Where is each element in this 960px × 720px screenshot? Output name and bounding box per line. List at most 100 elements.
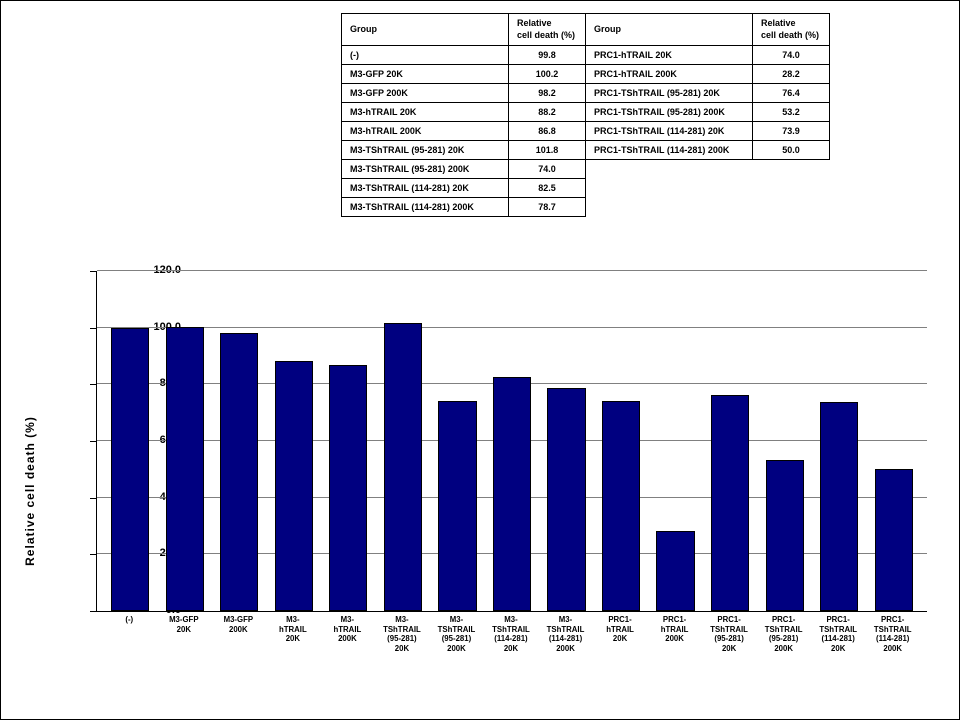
table-cell: PRC1-TShTRAIL (95-281) 200K (586, 103, 753, 122)
table-header-row: Group Relative cell death (%) Group Rela… (342, 14, 830, 46)
x-tick-label: M3-hTRAIL20K (266, 615, 321, 654)
table-cell: 98.2 (509, 84, 586, 103)
table-cell: M3-TShTRAIL (114-281) 20K (342, 179, 509, 198)
bar (493, 377, 531, 611)
table-cell (753, 160, 830, 179)
bar (547, 388, 585, 611)
bar-slot (376, 271, 431, 611)
table-row: M3-GFP 20K100.2PRC1-hTRAIL 200K28.2 (342, 65, 830, 84)
table-cell (586, 160, 753, 179)
bar (384, 323, 422, 611)
x-tick-label: M3-GFP20K (157, 615, 212, 654)
bar-slot (212, 271, 267, 611)
plot-area (96, 271, 927, 612)
table-cell: M3-hTRAIL 200K (342, 122, 509, 141)
bar (166, 327, 204, 611)
bars-container (97, 271, 927, 611)
bar (329, 365, 367, 611)
table-cell: 86.8 (509, 122, 586, 141)
bar-slot (430, 271, 485, 611)
table-cell: M3-hTRAIL 20K (342, 103, 509, 122)
x-tick-label: M3-hTRAIL200K (320, 615, 375, 654)
col-value-1: Relative cell death (%) (509, 14, 586, 46)
bar (711, 395, 749, 611)
bar (438, 401, 476, 611)
bar (656, 531, 694, 611)
table-cell: (-) (342, 46, 509, 65)
bar-slot (812, 271, 867, 611)
x-tick-label: M3-TShTRAIL(114-281)20K (484, 615, 539, 654)
bar-slot (103, 271, 158, 611)
table-cell: 74.0 (753, 46, 830, 65)
x-tick-label: M3-TShTRAIL(95-281)20K (375, 615, 430, 654)
bar (820, 402, 858, 611)
x-tick-label: PRC1-hTRAIL200K (647, 615, 702, 654)
x-tick-label: (-) (102, 615, 157, 654)
bar-slot (485, 271, 540, 611)
table-cell: PRC1-TShTRAIL (114-281) 20K (586, 122, 753, 141)
table-cell (586, 198, 753, 217)
table-cell: 53.2 (753, 103, 830, 122)
x-tick-label: PRC1-TShTRAIL(114-281)20K (811, 615, 866, 654)
x-labels: (-)M3-GFP20KM3-GFP200KM3-hTRAIL20KM3-hTR… (96, 615, 926, 654)
table-cell: 76.4 (753, 84, 830, 103)
table-cell (753, 198, 830, 217)
table-row: M3-GFP 200K98.2PRC1-TShTRAIL (95-281) 20… (342, 84, 830, 103)
table-cell: 74.0 (509, 160, 586, 179)
bar-slot (158, 271, 213, 611)
bar-slot (648, 271, 703, 611)
table-cell: 82.5 (509, 179, 586, 198)
table-cell: M3-TShTRAIL (95-281) 200K (342, 160, 509, 179)
bar (275, 361, 313, 611)
table-cell: 99.8 (509, 46, 586, 65)
table-row: M3-hTRAIL 200K86.8PRC1-TShTRAIL (114-281… (342, 122, 830, 141)
table-row: (-)99.8PRC1-hTRAIL 20K74.0 (342, 46, 830, 65)
table-row: M3-hTRAIL 20K88.2PRC1-TShTRAIL (95-281) … (342, 103, 830, 122)
table-row: M3-TShTRAIL (95-281) 200K74.0 (342, 160, 830, 179)
bar-slot (594, 271, 649, 611)
col-group-2: Group (586, 14, 753, 46)
table-cell: PRC1-hTRAIL 200K (586, 65, 753, 84)
col-group-1: Group (342, 14, 509, 46)
bar (875, 469, 913, 611)
x-tick-label: PRC1-hTRAIL20K (593, 615, 648, 654)
table-cell: 88.2 (509, 103, 586, 122)
table-cell: M3-TShTRAIL (114-281) 200K (342, 198, 509, 217)
table-row: M3-TShTRAIL (114-281) 200K78.7 (342, 198, 830, 217)
table-cell: M3-GFP 200K (342, 84, 509, 103)
figure-frame: Group Relative cell death (%) Group Rela… (0, 0, 960, 720)
x-tick-label: PRC1-TShTRAIL(95-281)20K (702, 615, 757, 654)
table-cell: 100.2 (509, 65, 586, 84)
bar-slot (757, 271, 812, 611)
table-cell: 101.8 (509, 141, 586, 160)
bar-slot (866, 271, 921, 611)
bar-slot (539, 271, 594, 611)
bar-slot (703, 271, 758, 611)
x-tick-label: M3-GFP200K (211, 615, 266, 654)
x-tick-label: PRC1-TShTRAIL(95-281)200K (756, 615, 811, 654)
table-row: M3-TShTRAIL (95-281) 20K101.8PRC1-TShTRA… (342, 141, 830, 160)
bar (602, 401, 640, 611)
x-tick-label: PRC1-TShTRAIL(114-281)200K (865, 615, 920, 654)
table-cell: PRC1-hTRAIL 20K (586, 46, 753, 65)
col-value-2: Relative cell death (%) (753, 14, 830, 46)
bar (111, 328, 149, 611)
table-row: M3-TShTRAIL (114-281) 20K82.5 (342, 179, 830, 198)
table-cell: 78.7 (509, 198, 586, 217)
table-cell (586, 179, 753, 198)
table-cell: 73.9 (753, 122, 830, 141)
bar-slot (321, 271, 376, 611)
table-cell: PRC1-TShTRAIL (95-281) 20K (586, 84, 753, 103)
y-axis-title: Relative cell death (%) (23, 321, 37, 661)
bar-chart: Relative cell death (%) 0.020.040.060.08… (21, 261, 941, 711)
x-tick-label: M3-TShTRAIL(95-281)200K (429, 615, 484, 654)
bar (220, 333, 258, 611)
data-table: Group Relative cell death (%) Group Rela… (341, 13, 830, 217)
table-cell: PRC1-TShTRAIL (114-281) 200K (586, 141, 753, 160)
bar-slot (267, 271, 322, 611)
x-tick-label: M3-TShTRAIL(114-281)200K (538, 615, 593, 654)
table-cell: M3-TShTRAIL (95-281) 20K (342, 141, 509, 160)
table-cell: 50.0 (753, 141, 830, 160)
table-cell (753, 179, 830, 198)
table-cell: M3-GFP 20K (342, 65, 509, 84)
